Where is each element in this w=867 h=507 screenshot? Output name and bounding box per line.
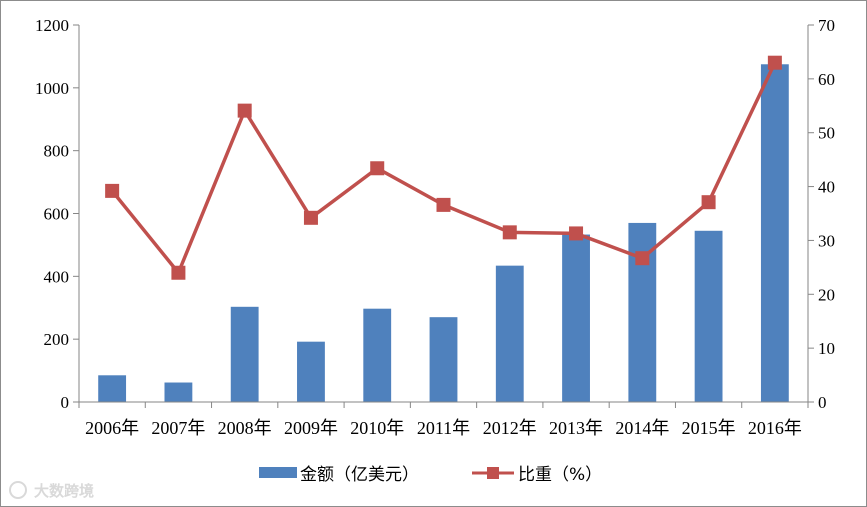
x-tick-label: 2016年 [748, 418, 802, 438]
line-point [635, 251, 650, 266]
y-right-tick-label: 30 [818, 231, 835, 250]
line-point [436, 197, 451, 212]
y-right-tick-label: 10 [818, 339, 835, 358]
y-right-tick-label: 50 [818, 124, 835, 143]
x-tick-label: 2014年 [615, 418, 669, 438]
line-point [303, 210, 318, 225]
bar [760, 64, 789, 402]
watermark-logo [9, 481, 27, 499]
legend-bar-label: 金额（亿美元） [300, 465, 419, 485]
bar [230, 306, 259, 402]
line-point [701, 195, 716, 210]
line-point [237, 103, 252, 118]
y-right-tick-label: 60 [818, 70, 835, 89]
bar [495, 265, 524, 402]
line-series [105, 55, 782, 280]
x-tick-label: 2009年 [284, 418, 338, 438]
bar [562, 234, 590, 402]
bar-series [98, 64, 789, 402]
x-tick-label: 2015年 [682, 418, 736, 438]
line-point [569, 226, 584, 241]
y-right-tick-label: 40 [818, 178, 835, 197]
y-left-tick-label: 600 [44, 205, 70, 224]
legend: 金额（亿美元） 比重（%） [259, 465, 602, 485]
x-tick-label: 2006年 [85, 418, 139, 438]
line-point [502, 225, 517, 240]
line-point [767, 55, 782, 70]
legend-line-label: 比重（%） [518, 465, 602, 485]
legend-line-marker [487, 467, 499, 479]
bar [363, 308, 392, 402]
y-right-tick-label: 70 [818, 16, 835, 35]
series-line [110, 61, 777, 275]
y-left-tick-label: 200 [44, 330, 70, 349]
axes: 0 200 400 600 800 1000 1200 0 10 20 30 40 50 60 70 2006… [35, 16, 835, 438]
bar [98, 375, 127, 402]
y-left-tick-label: 400 [44, 267, 70, 286]
x-tick-label: 2010年 [350, 418, 404, 438]
line-point [171, 265, 186, 280]
y-left-tick-label: 1200 [35, 16, 69, 35]
bar [164, 382, 193, 402]
x-tick-label: 2012年 [483, 418, 537, 438]
y-right-tick-label: 0 [818, 393, 827, 412]
bar [429, 317, 458, 402]
legend-bar-swatch [259, 467, 297, 478]
y-left-tick-label: 0 [61, 393, 70, 412]
line-point [370, 161, 385, 176]
x-tick-label: 2008年 [218, 418, 272, 438]
bar [694, 230, 723, 402]
y-right-tick-label: 20 [818, 285, 835, 304]
watermark-text: 大数跨境 [34, 482, 94, 500]
bar [297, 341, 325, 402]
watermark: 大数跨境 [9, 481, 94, 500]
line-point [105, 183, 120, 198]
x-tick-label: 2011年 [417, 418, 470, 438]
x-tick-label: 2007年 [151, 418, 205, 438]
y-left-tick-label: 800 [44, 142, 70, 161]
x-tick-label: 2013年 [549, 418, 603, 438]
y-left-tick-label: 1000 [35, 79, 69, 98]
